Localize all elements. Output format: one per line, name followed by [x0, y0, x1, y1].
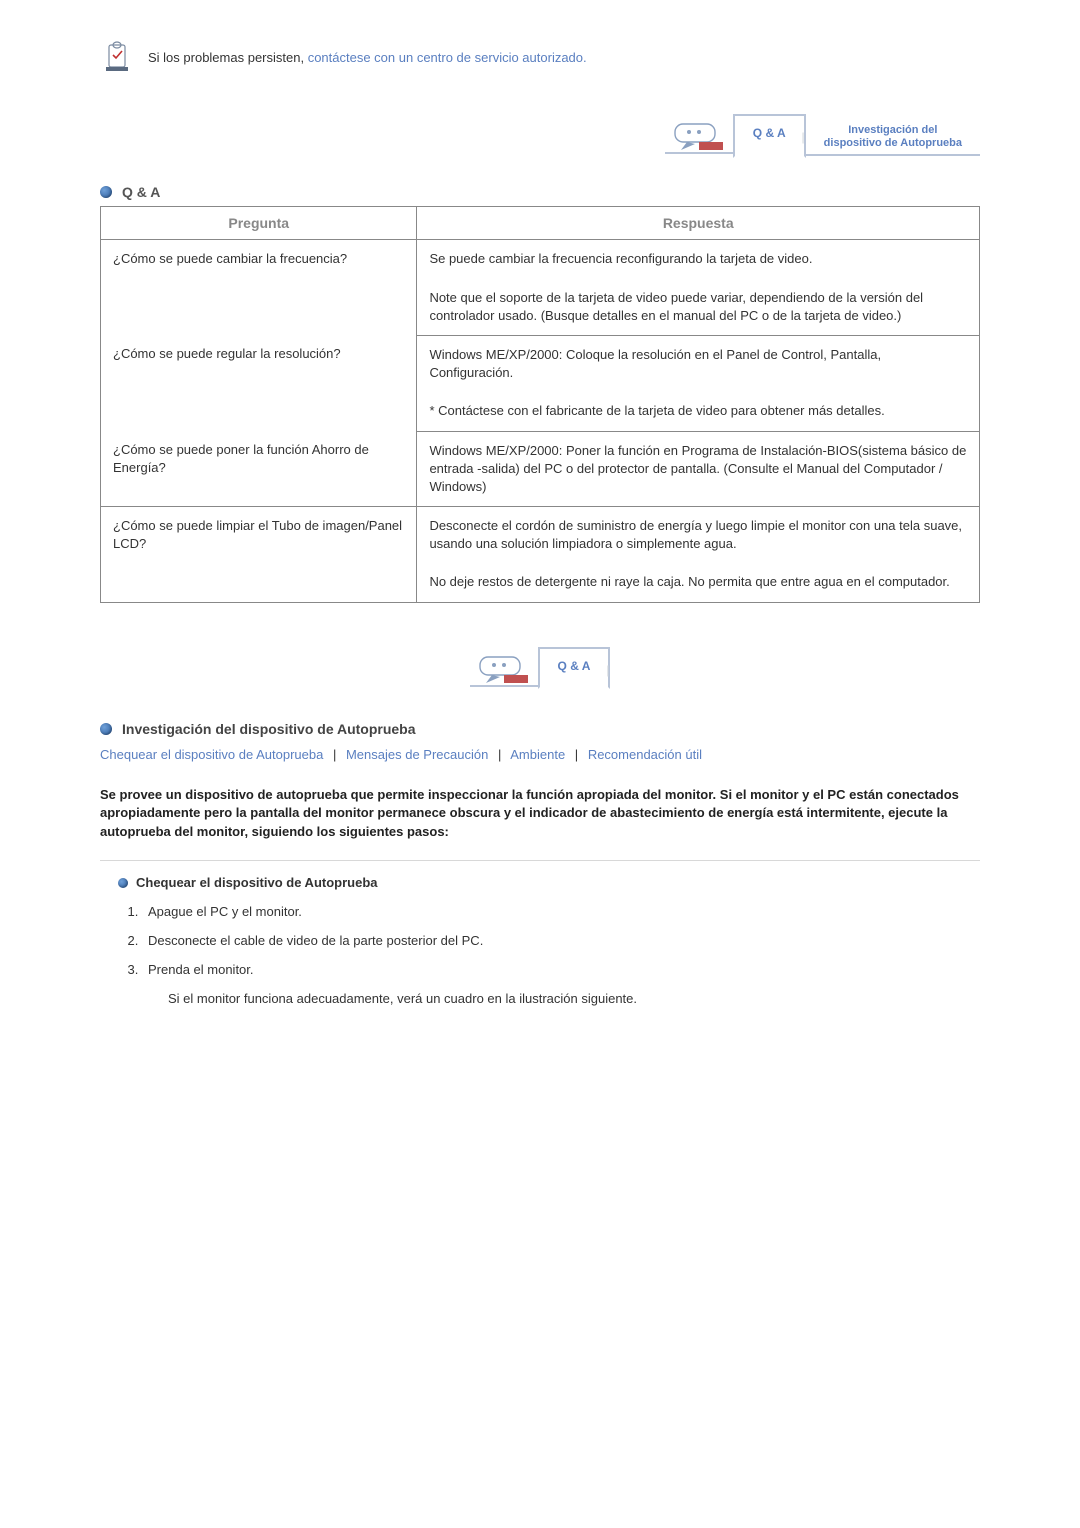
qa-a2-1: Windows ME/XP/2000: Poner la función en …: [417, 431, 980, 507]
link-mensajes[interactable]: Mensajes de Precaución: [346, 747, 488, 762]
link-recomendacion[interactable]: Recomendación útil: [588, 747, 702, 762]
step-1: Apague el PC y el monitor.: [142, 904, 980, 919]
tab-bar-middle: Q & A |: [100, 647, 980, 687]
qa-a0-1: Se puede cambiar la frecuencia reconfigu…: [417, 240, 980, 279]
step-3: Prenda el monitor.: [142, 962, 980, 977]
qa-a1-1: Windows ME/XP/2000: Coloque la resolució…: [417, 335, 980, 392]
bullet-icon: [118, 878, 128, 888]
table-row: ¿Cómo se puede limpiar el Tubo de imagen…: [101, 507, 980, 564]
bullet-icon: [100, 723, 112, 735]
qa-a0-2: Note que el soporte de la tarjeta de vid…: [417, 279, 980, 336]
steps-list: Apague el PC y el monitor. Desconecte el…: [142, 904, 980, 977]
qa-q1: ¿Cómo se puede regular la resolución?: [101, 335, 417, 431]
investig-title: Investigación del dispositivo de Autopru…: [122, 721, 416, 737]
qa-q3: ¿Cómo se puede limpiar el Tubo de imagen…: [101, 507, 417, 603]
investig-description: Se provee un dispositivo de autoprueba q…: [100, 786, 980, 843]
top-note-prefix: Si los problemas persisten,: [148, 50, 308, 65]
tab-separator: |: [606, 663, 609, 677]
col-pregunta: Pregunta: [101, 207, 417, 240]
tab-bar-top: Q & A | Investigación del dispositivo de…: [100, 114, 980, 156]
tab-qa-label: Q & A: [753, 126, 786, 140]
table-row: ¿Cómo se puede poner la función Ahorro d…: [101, 431, 980, 507]
qa-header-row: Pregunta Respuesta: [101, 207, 980, 240]
qa-a3-1: Desconecte el cordón de suministro de en…: [417, 507, 980, 564]
pipe: |: [498, 747, 501, 762]
tab-investigacion[interactable]: Investigación del dispositivo de Autopru…: [806, 114, 980, 156]
bullet-icon: [100, 186, 112, 198]
link-ambiente[interactable]: Ambiente: [510, 747, 565, 762]
table-row: ¿Cómo se puede cambiar la frecuencia? Se…: [101, 240, 980, 279]
pipe: |: [575, 747, 578, 762]
qa-section-title: Q & A: [122, 184, 160, 200]
col-respuesta: Respuesta: [417, 207, 980, 240]
investig-section-head: Investigación del dispositivo de Autopru…: [100, 721, 980, 737]
service-center-link[interactable]: contáctese con un centro de servicio aut…: [308, 50, 587, 65]
investig-linkbar: Chequear el dispositivo de Autoprueba | …: [100, 747, 980, 762]
tab-qa[interactable]: Q & A |: [733, 114, 806, 158]
qa-a3-2: No deje restos de detergente ni raye la …: [417, 563, 980, 602]
tab-qa-2-label: Q & A: [558, 659, 591, 673]
step-2: Desconecte el cable de video de la parte…: [142, 933, 980, 948]
chequear-title: Chequear el dispositivo de Autoprueba: [136, 875, 378, 890]
qa-section-head: Q & A: [100, 184, 980, 200]
step-note: Si el monitor funciona adecuadamente, ve…: [168, 991, 980, 1006]
chequear-subhead: Chequear el dispositivo de Autoprueba: [118, 875, 980, 890]
top-note: Si los problemas persisten, contáctese c…: [100, 40, 980, 74]
divider: [100, 860, 980, 861]
tab-separator: |: [802, 130, 805, 144]
table-row: ¿Cómo se puede regular la resolución? Wi…: [101, 335, 980, 392]
tab-illustration-icon: [470, 647, 538, 687]
qa-a1-2: * Contáctese con el fabricante de la tar…: [417, 392, 980, 431]
tab-illustration-icon: [665, 114, 733, 154]
qa-q0: ¿Cómo se puede cambiar la frecuencia?: [101, 240, 417, 336]
tab-qa-2[interactable]: Q & A |: [538, 647, 611, 689]
clipboard-check-icon: [100, 40, 134, 74]
qa-table: Pregunta Respuesta ¿Cómo se puede cambia…: [100, 206, 980, 602]
link-chequear[interactable]: Chequear el dispositivo de Autoprueba: [100, 747, 323, 762]
pipe: |: [333, 747, 336, 762]
top-note-text: Si los problemas persisten, contáctese c…: [148, 50, 587, 65]
qa-q2: ¿Cómo se puede poner la función Ahorro d…: [101, 431, 417, 507]
